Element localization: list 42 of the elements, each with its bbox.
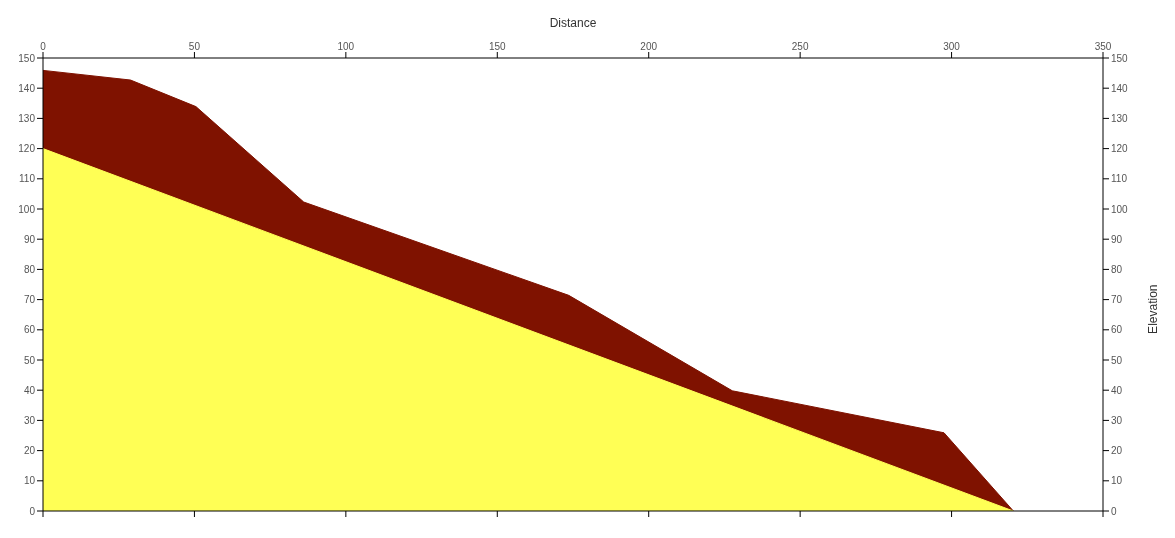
x-tick-label: 150 (488, 41, 507, 52)
y-tick-label: 100 (18, 203, 36, 215)
y-tick-label: 70 (23, 294, 36, 306)
y-tick-label: 110 (19, 173, 36, 185)
y-tick-label: 150 (18, 52, 36, 64)
y2-tick-label: 60 (1111, 324, 1123, 336)
x-tick-label: 0 (40, 41, 47, 52)
y-tick-label: 140 (18, 82, 36, 94)
x-tick-label: 100 (337, 41, 355, 52)
y2-tick-label: 50 (1111, 354, 1123, 366)
y-tick-label: 120 (18, 143, 36, 155)
x-tick-label: 300 (943, 41, 961, 52)
y-tick-label: 20 (23, 445, 36, 457)
y-tick-label: 30 (23, 414, 36, 426)
y2-tick-label: 110 (1111, 173, 1128, 185)
y2-tick-label: 90 (1111, 233, 1123, 245)
y2-tick-label: 70 (1111, 294, 1123, 306)
y2-tick-label: 100 (1111, 203, 1129, 215)
y2-tick-label: 10 (1111, 475, 1123, 487)
y-tick-label: 10 (23, 475, 36, 487)
x-tick-label: 50 (188, 41, 201, 52)
y-tick-label: 80 (23, 263, 36, 275)
y2-tick-label: 40 (1111, 384, 1123, 396)
x-tick-label: 350 (1094, 41, 1112, 52)
y2-tick-label: 150 (1111, 52, 1129, 64)
y2-tick-label: 80 (1111, 263, 1123, 275)
y-tick-label: 60 (23, 324, 36, 336)
y-tick-label: 130 (18, 112, 36, 124)
y2-tick-label: 130 (1111, 112, 1129, 124)
x-tick-label: 200 (640, 41, 658, 52)
y-tick-label: 0 (29, 505, 36, 517)
y2-tick-label: 30 (1111, 414, 1123, 426)
y2-axis-title: Elevation (1146, 284, 1161, 334)
x-axis-title: Distance (549, 15, 597, 30)
y2-tick-label: 120 (1111, 143, 1129, 155)
y2-tick-label: 140 (1111, 82, 1129, 94)
y2-tick-label: 0 (1111, 505, 1117, 517)
x-tick-label: 250 (791, 41, 809, 52)
y-tick-label: 90 (23, 233, 36, 245)
y-tick-label: 50 (23, 354, 36, 366)
y-tick-label: 40 (23, 384, 36, 396)
y2-tick-label: 20 (1111, 445, 1123, 457)
